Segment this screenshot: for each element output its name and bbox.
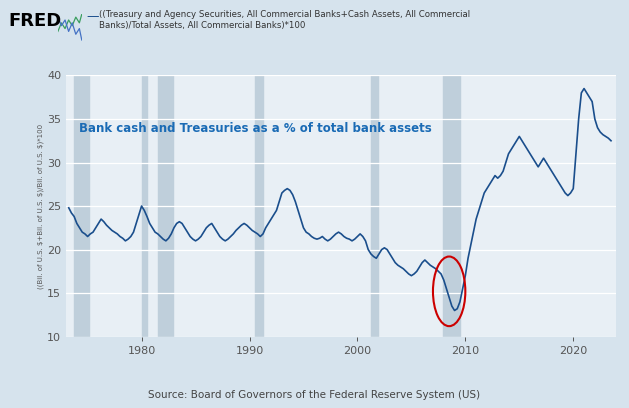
Y-axis label: ((Bil. of U.S. $+Bil. of U.S. $)/Bil. of U.S. $)*100: ((Bil. of U.S. $+Bil. of U.S. $)/Bil. of… [38,124,44,288]
Text: ((Treasury and Agency Securities, All Commercial Banks+Cash Assets, All Commerci: ((Treasury and Agency Securities, All Co… [99,10,470,30]
Bar [74,75,89,337]
Bar [255,75,263,337]
Bar [443,75,460,337]
Bar [371,75,378,337]
Bar [158,75,173,337]
Bar [142,75,147,337]
Text: —: — [87,10,99,23]
Text: Bank cash and Treasuries as a % of total bank assets: Bank cash and Treasuries as a % of total… [79,122,431,135]
Text: FRED: FRED [8,12,62,30]
Text: Source: Board of Governors of the Federal Reserve System (US): Source: Board of Governors of the Federa… [148,390,481,400]
